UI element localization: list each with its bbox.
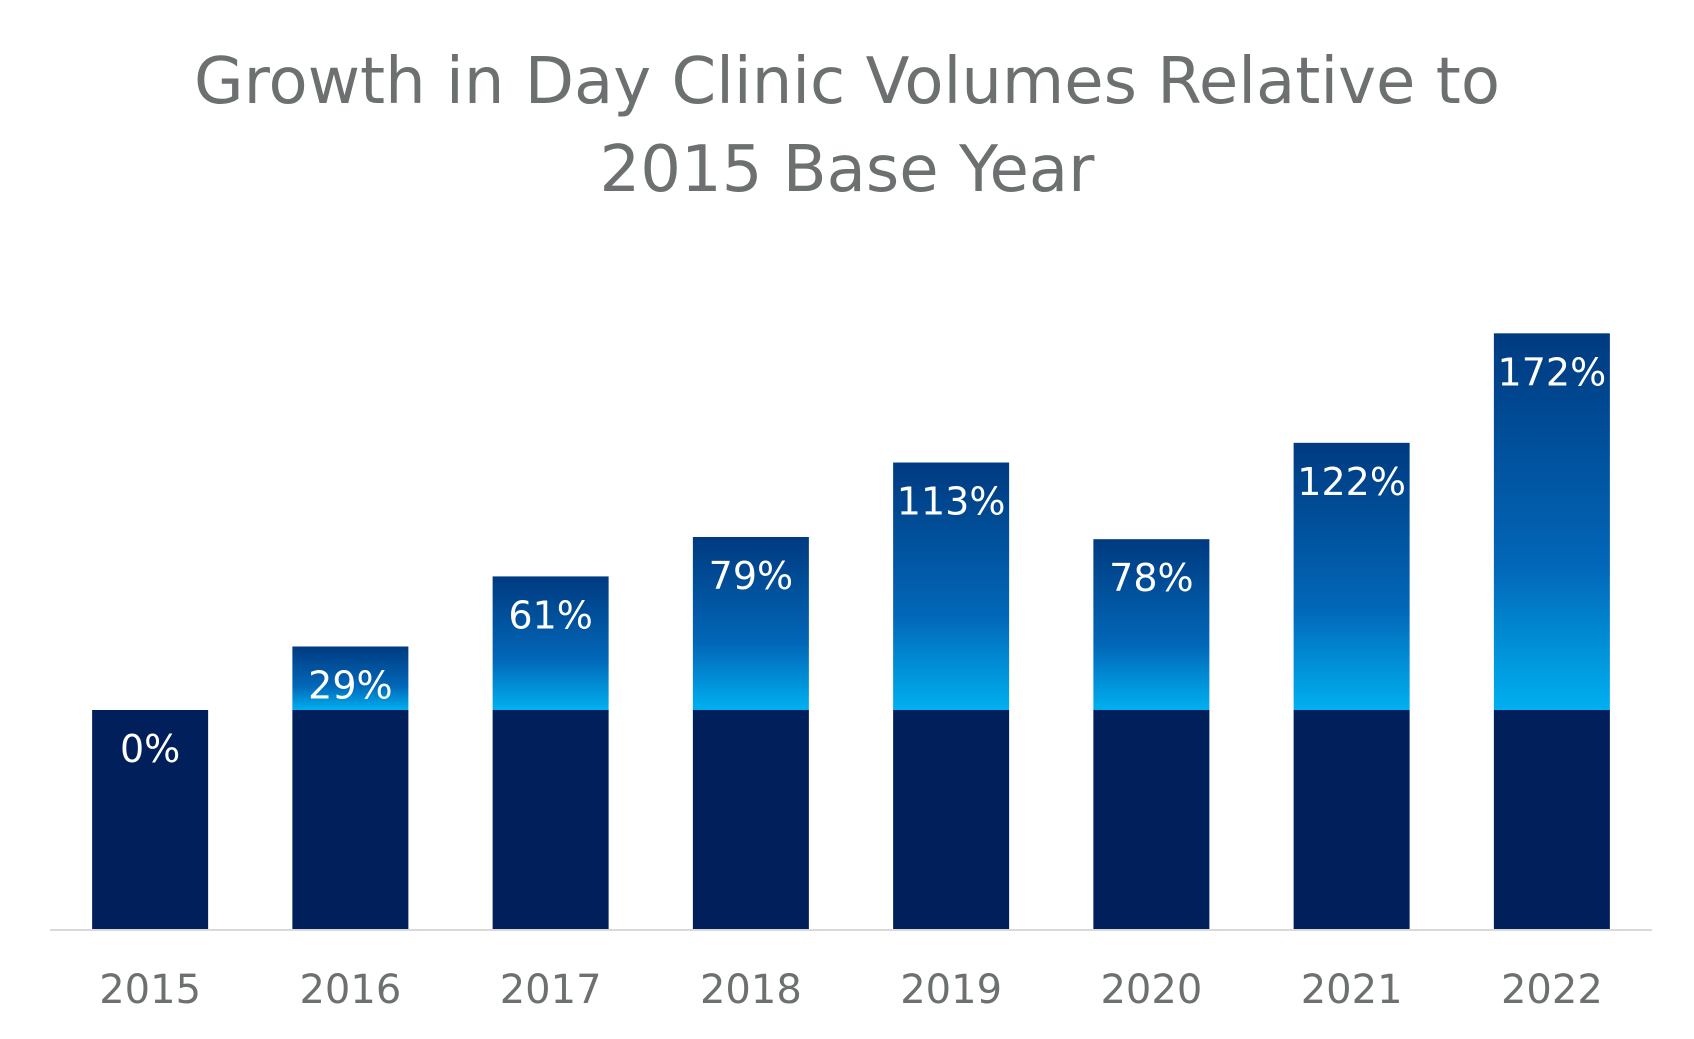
chart-title: Growth in Day Clinic Volumes Relative to… xyxy=(0,38,1694,214)
bar-2022: 172% xyxy=(1493,333,1610,929)
bars-layer: 0% 29% 61% 79% 113% 78% 122% 172% xyxy=(92,333,1610,929)
data-label: 113% xyxy=(897,480,1006,524)
data-label: 29% xyxy=(308,663,392,707)
x-tick-label: 2018 xyxy=(700,967,802,1013)
bar-base-segment xyxy=(92,710,209,929)
bar-base-segment xyxy=(1293,710,1410,929)
bar-growth-segment xyxy=(292,646,409,710)
bar-base-segment xyxy=(492,710,609,929)
bar-base-segment xyxy=(692,710,809,929)
bar-2019: 113% xyxy=(893,462,1010,929)
data-label: 122% xyxy=(1297,460,1406,504)
x-tick-label: 2021 xyxy=(1301,967,1403,1013)
bar-growth-segment xyxy=(692,536,809,710)
x-tick-label: 2015 xyxy=(99,967,201,1013)
bar-growth-segment xyxy=(1093,539,1210,710)
data-label: 172% xyxy=(1498,350,1607,394)
bar-2016: 29% xyxy=(292,646,409,929)
data-label: 0% xyxy=(120,727,180,771)
bar-base-segment xyxy=(1093,710,1210,929)
bar-growth-segment xyxy=(492,576,609,710)
bar-2018: 79% xyxy=(692,536,809,929)
data-label: 78% xyxy=(1109,556,1193,600)
bar-2015: 0% xyxy=(92,710,209,929)
x-tick-label: 2016 xyxy=(299,967,401,1013)
x-tick-label: 2022 xyxy=(1501,967,1603,1013)
x-tick-label: 2019 xyxy=(900,967,1002,1013)
bar-base-segment xyxy=(893,710,1010,929)
bar-growth-segment xyxy=(1293,442,1410,710)
data-label: 79% xyxy=(709,554,793,598)
bar-growth-segment xyxy=(893,462,1010,710)
bar-2021: 122% xyxy=(1293,442,1410,929)
chart-title-line-1: Growth in Day Clinic Volumes Relative to xyxy=(194,45,1500,119)
x-tick-labels: 2015 2016 2017 2018 2019 2020 2021 2022 xyxy=(99,967,1603,1013)
bar-2017: 61% xyxy=(492,576,609,929)
bar-growth-segment xyxy=(1493,333,1610,710)
bar-base-segment xyxy=(292,710,409,929)
bar-2020: 78% xyxy=(1093,539,1210,929)
bar-base-segment xyxy=(1493,710,1610,929)
x-tick-label: 2017 xyxy=(500,967,602,1013)
x-tick-label: 2020 xyxy=(1100,967,1202,1013)
data-label: 61% xyxy=(508,593,592,637)
chart-title-line-2: 2015 Base Year xyxy=(599,133,1095,207)
